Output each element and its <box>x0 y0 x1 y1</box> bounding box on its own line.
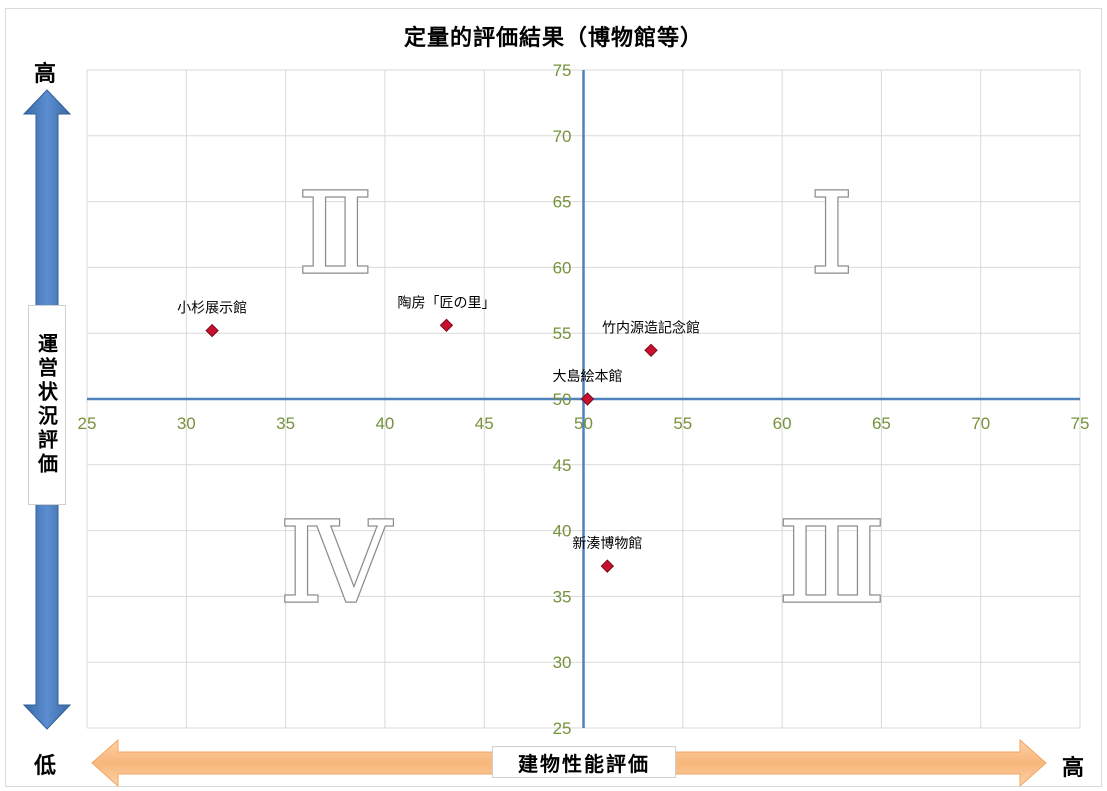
x-tick-label: 75 <box>1071 414 1090 433</box>
quadrant-label: Ⅳ <box>279 499 393 629</box>
quadrant-label: Ⅰ <box>810 170 854 300</box>
y-tick-label: 45 <box>553 456 572 475</box>
data-point-label: 新湊博物館 <box>572 535 642 552</box>
x-tick-label: 30 <box>177 414 196 433</box>
y-axis-title: 運営状況評価 <box>34 333 59 477</box>
x-tick-label: 50 <box>574 414 593 433</box>
chart-frame <box>5 8 1102 787</box>
y-tick-label: 70 <box>553 127 572 146</box>
quadrant-label: Ⅲ <box>778 499 886 629</box>
y-tick-label: 55 <box>553 324 572 343</box>
x-tick-label: 40 <box>375 414 394 433</box>
y-axis-title-box: 運営状況評価 <box>28 305 66 505</box>
y-axis-low-label: 低 <box>34 754 57 779</box>
x-tick-label: 45 <box>475 414 494 433</box>
quadrant-label: Ⅱ <box>297 170 373 300</box>
data-point <box>644 343 658 358</box>
x-tick-label: 65 <box>872 414 891 433</box>
data-point-label: 竹内源造記念館 <box>602 319 700 336</box>
x-axis-title-box: 建物性能評価 <box>492 746 676 778</box>
data-point <box>205 323 219 338</box>
data-point <box>439 318 454 333</box>
y-tick-label: 65 <box>553 193 572 212</box>
x-tick-label: 70 <box>971 414 990 433</box>
x-tick-label: 60 <box>773 414 792 433</box>
data-point <box>600 559 615 573</box>
data-point-label: 陶房「匠の里」 <box>397 295 495 311</box>
y-tick-label: 75 <box>553 61 572 80</box>
x-axis-high-label: 高 <box>1062 756 1085 781</box>
y-tick-label: 50 <box>553 390 572 409</box>
y-tick-label: 40 <box>553 522 572 541</box>
y-axis-high-label: 高 <box>34 62 57 87</box>
y-tick-label: 60 <box>553 258 572 277</box>
y-tick-label: 25 <box>553 719 572 738</box>
chart-title: 定量的評価結果（博物館等） <box>403 26 703 51</box>
x-axis-title: 建物性能評価 <box>518 751 650 776</box>
data-point-label: 大島絵本館 <box>552 368 622 385</box>
x-tick-label: 35 <box>276 414 295 433</box>
data-point <box>580 392 595 406</box>
x-tick-label: 55 <box>673 414 692 433</box>
y-tick-label: 35 <box>553 587 572 606</box>
y-tick-label: 30 <box>553 653 572 672</box>
data-point-label: 小杉展示館 <box>177 300 247 317</box>
x-tick-label: 25 <box>78 414 97 433</box>
